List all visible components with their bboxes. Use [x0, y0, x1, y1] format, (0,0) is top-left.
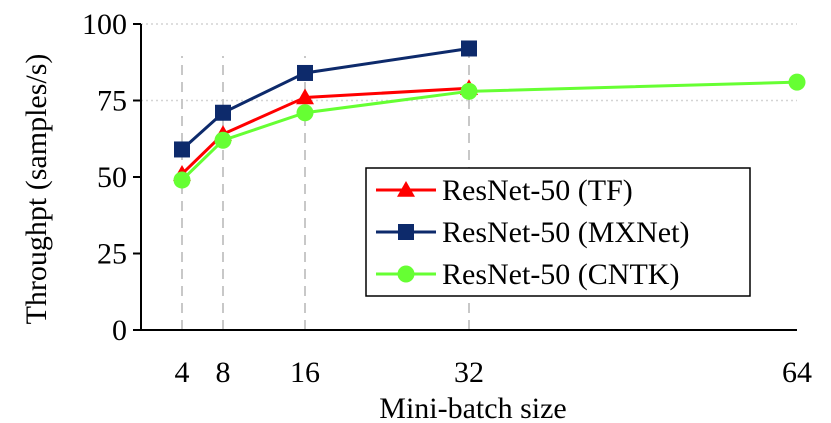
y-tick-label-100: 100 — [82, 8, 127, 41]
series-layer — [173, 40, 806, 189]
series-line-cntk — [180, 80, 798, 182]
x-axis-title: Mini-batch size — [379, 392, 566, 423]
y-tick-label-75: 75 — [97, 85, 127, 118]
point-mxnet-8 — [215, 104, 231, 121]
legend-label-mxnet: ResNet-50 (MXNet) — [442, 216, 689, 249]
y-axis-title: Throughpt (samples/s) — [20, 54, 53, 325]
legend-marker-cntk — [397, 265, 415, 283]
y-tick-label-50: 50 — [97, 161, 127, 194]
x-tick-label-64: 64 — [782, 356, 812, 389]
point-mxnet-32 — [461, 40, 477, 57]
point-cntk-32 — [460, 82, 478, 100]
x-tick-label-8: 8 — [216, 356, 231, 389]
legend-marker-mxnet — [398, 224, 414, 240]
x-tick-label-16: 16 — [290, 356, 320, 389]
x-tick-label-32: 32 — [454, 356, 484, 389]
y-tick-label-0: 0 — [112, 314, 127, 347]
point-cntk-16 — [296, 104, 314, 122]
point-mxnet-4 — [174, 141, 190, 158]
point-cntk-8 — [214, 131, 232, 149]
y-tick-label-25: 25 — [97, 238, 127, 271]
legend-label-cntk: ResNet-50 (CNTK) — [442, 258, 679, 291]
legend-marker-tf — [397, 181, 415, 197]
legend: ResNet-50 (TF) ResNet-50 (MXNet) ResNet-50… — [365, 167, 751, 297]
point-cntk-4 — [173, 171, 191, 189]
series-line-tf — [180, 86, 470, 176]
tick-layer: 0 25 50 75 100 4 8 16 32 64 — [82, 8, 812, 389]
legend-label-tf: ResNet-50 (TF) — [442, 174, 633, 207]
point-cntk-64 — [788, 73, 806, 91]
series-line-mxnet — [180, 46, 470, 151]
point-mxnet-16 — [297, 64, 313, 81]
point-tf-16 — [296, 88, 314, 105]
x-tick-label-4: 4 — [175, 356, 190, 389]
